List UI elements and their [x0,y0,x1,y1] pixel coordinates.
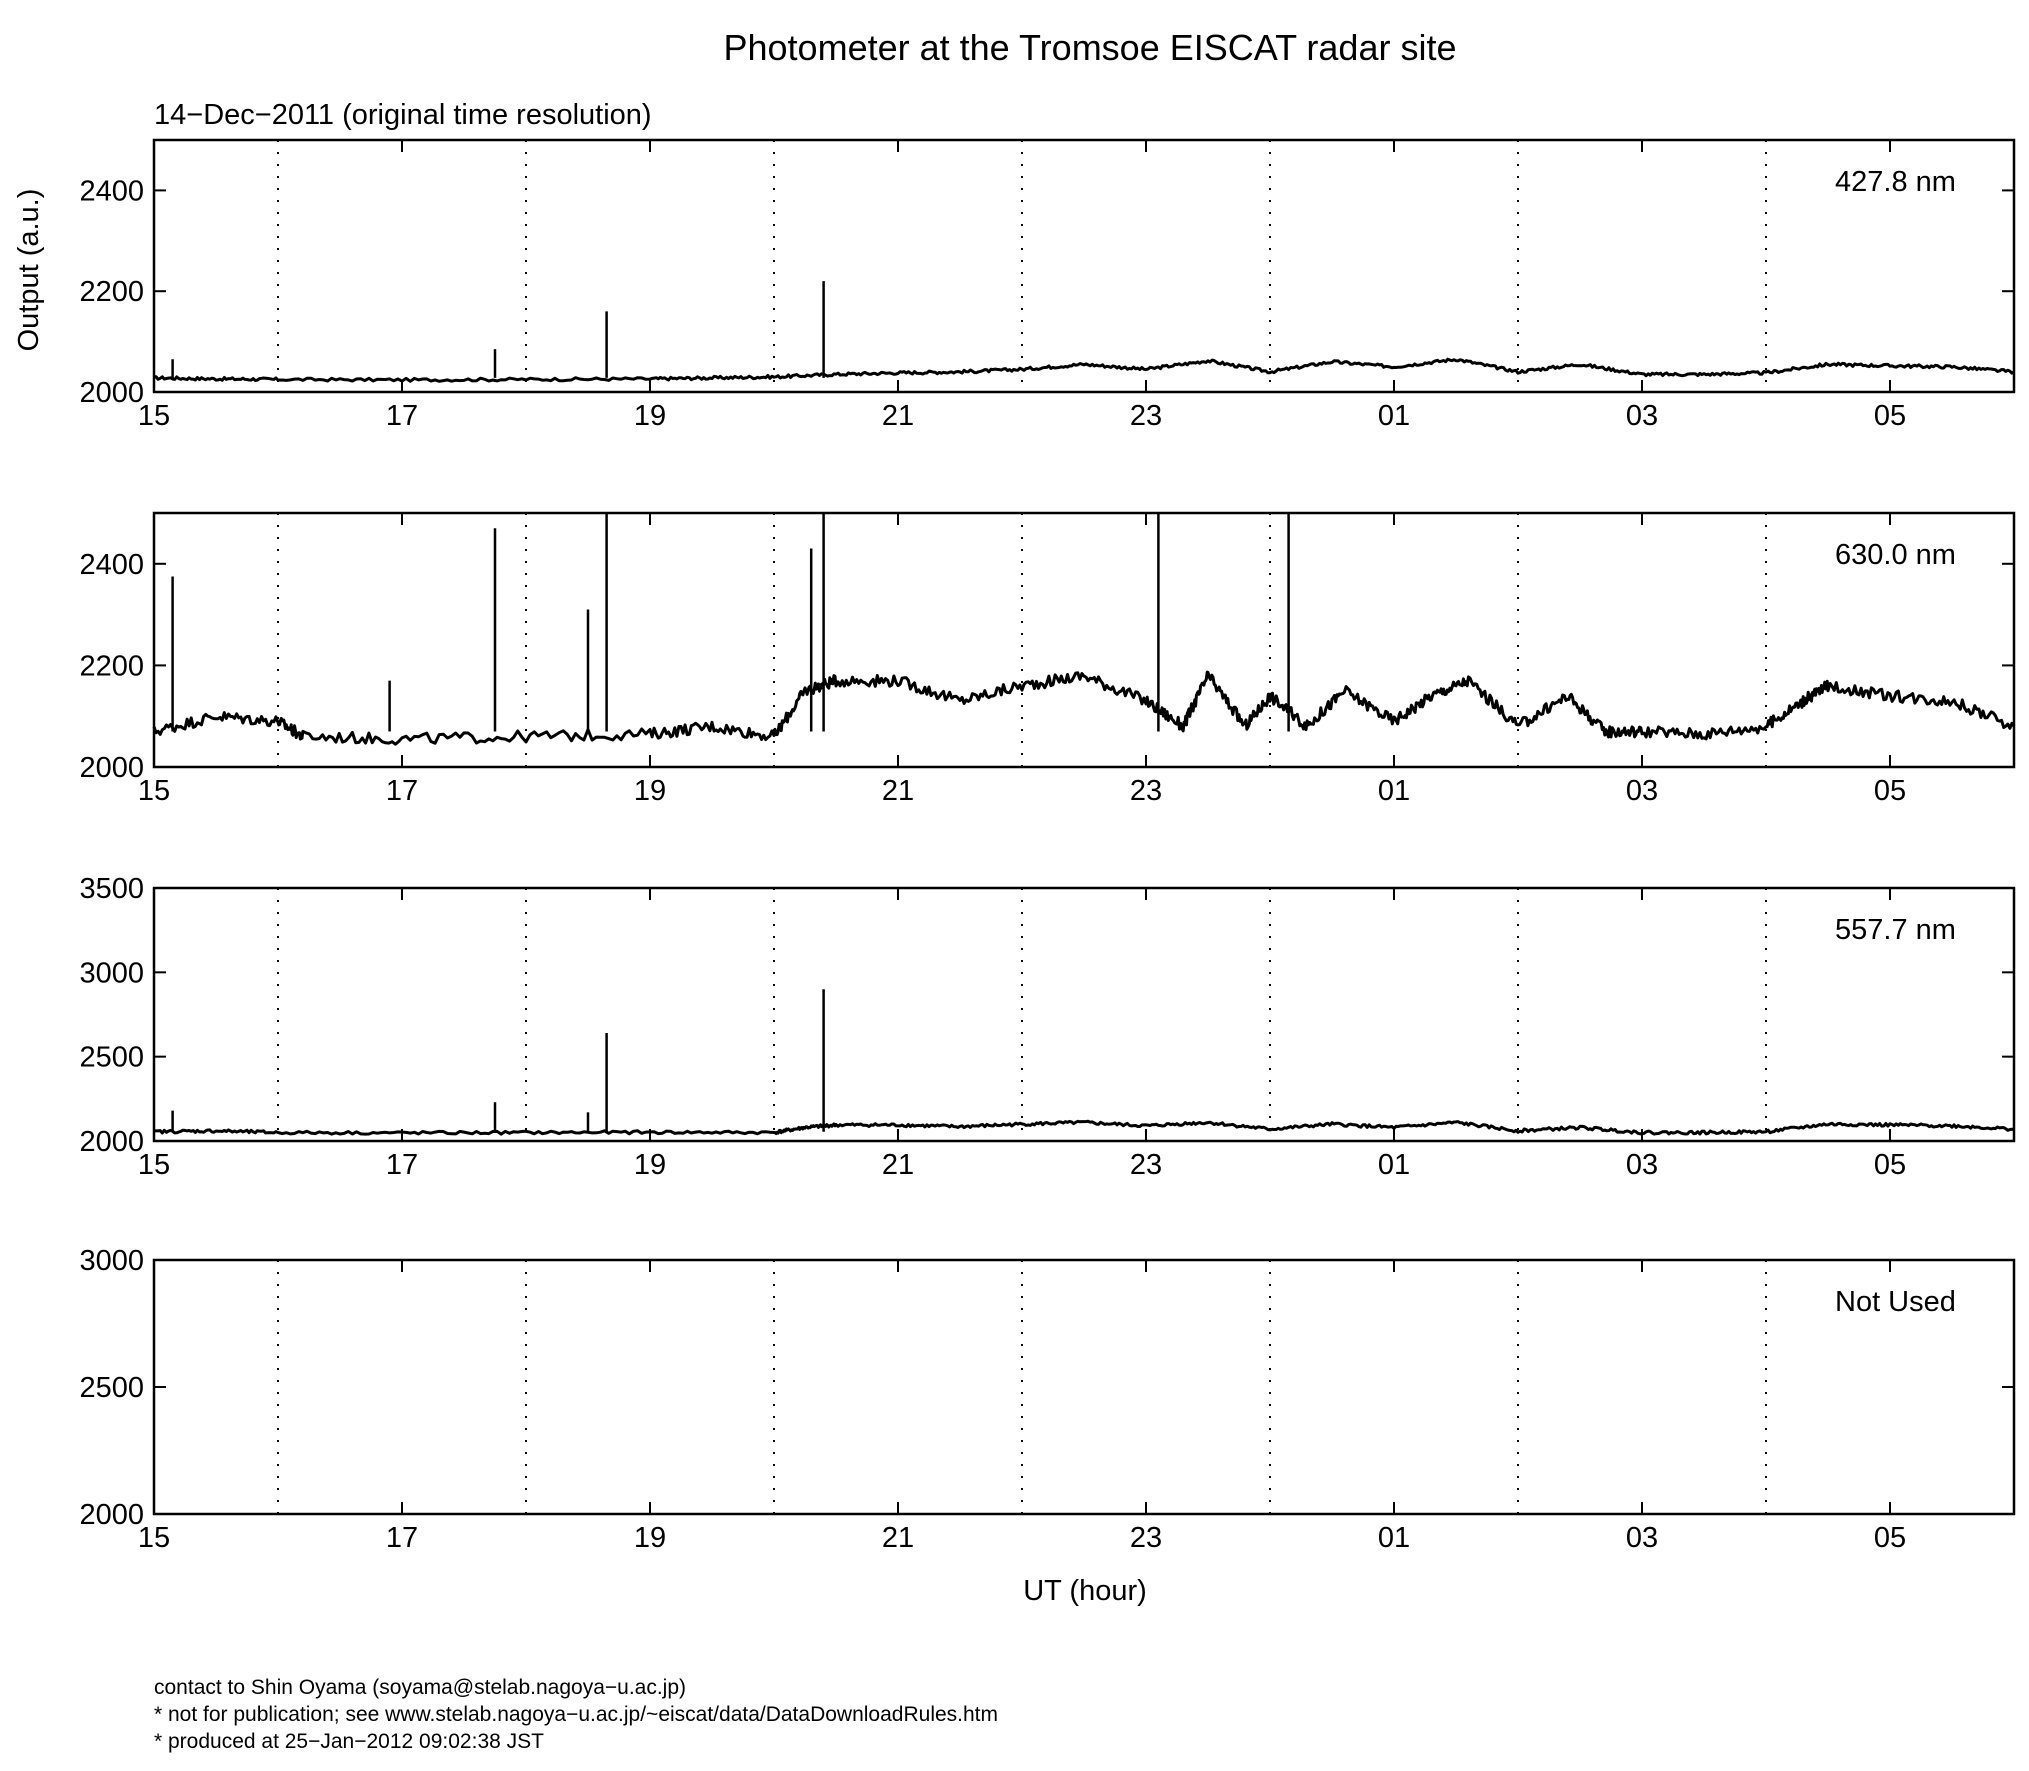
x-tick-label: 23 [1130,775,1162,807]
y-tick-label: 2500 [79,1042,144,1074]
footer-produced: * produced at 25−Jan−2012 09:02:38 JST [154,1730,544,1753]
x-tick-label: 01 [1378,775,1410,807]
y-tick-label: 2200 [79,650,144,682]
x-tick-label: 21 [882,400,914,432]
panel-3: 15 17 19 21 23 01 03 05 2000 2500 3000 3500 557.7 nm [79,873,2016,1181]
y-tick-label: 2200 [79,276,144,308]
figure-subtitle: 14−Dec−2011 (original time resolution) [154,99,652,131]
x-tick-label: 03 [1626,1149,1658,1181]
x-tick-label: 17 [386,400,418,432]
plot-frame [152,1258,2016,1516]
x-tick-label: 21 [882,775,914,807]
x-tick-label: 03 [1626,775,1658,807]
x-tick-label: 03 [1626,400,1658,432]
x-tick-label: 05 [1874,1522,1906,1554]
series-line [153,1119,2015,1136]
x-tick-label: 21 [882,1149,914,1181]
channel-label: Not Used [1835,1286,1956,1318]
series-line [154,357,2015,383]
x-tick-label: 23 [1130,1149,1162,1181]
y-tick-label: 2500 [79,1372,144,1404]
x-tick-label: 05 [1874,400,1906,432]
panel-4: 15 17 19 21 23 01 03 05 2000 2500 3000 Not Used [79,1245,2016,1554]
x-tick-label: 15 [138,1522,170,1554]
panels: 15 17 19 21 23 01 03 05 2000 2200 2400 427.8 nm 15 17… [79,138,2016,1554]
plot-frame [152,886,2016,1143]
x-tick-label: 15 [138,775,170,807]
channel-label: 630.0 nm [1835,539,1956,571]
x-tick-label: 19 [634,775,666,807]
x-tick-label: 19 [634,1149,666,1181]
plot-frame [152,511,2016,769]
y-tick-label: 2000 [79,1126,144,1158]
x-tick-label: 23 [1130,1522,1162,1554]
y-tick-label: 3500 [79,873,144,905]
channel-label: 557.7 nm [1835,914,1956,946]
y-axis-label: Output (a.u.) [13,189,45,352]
footer-contact: contact to Shin Oyama (soyama@stelab.nag… [154,1676,687,1699]
panel-1: 15 17 19 21 23 01 03 05 2000 2200 2400 427.8 nm [79,138,2016,432]
footer-notice: * not for publication; see www.stelab.na… [154,1703,998,1726]
x-tick-label: 05 [1874,1149,1906,1181]
x-tick-label: 01 [1378,1522,1410,1554]
y-tick-label: 3000 [79,1245,144,1277]
x-tick-label: 01 [1378,400,1410,432]
x-tick-label: 17 [386,775,418,807]
x-tick-label: 17 [386,1522,418,1554]
x-axis-label: UT (hour) [1023,1575,1147,1607]
x-tick-label: 03 [1626,1522,1658,1554]
y-tick-label: 2000 [79,1499,144,1531]
y-tick-label: 2000 [79,752,144,784]
y-tick-label: 2400 [79,549,144,581]
x-tick-label: 19 [634,1522,666,1554]
panel-2: 15 17 19 21 23 01 03 05 2000 2200 2400 630.0 nm [79,511,2016,807]
plot-frame [152,138,2016,394]
x-tick-label: 23 [1130,400,1162,432]
figure-title: Photometer at the Tromsoe EISCAT radar s… [724,27,1457,68]
x-tick-label: 21 [882,1522,914,1554]
channel-label: 427.8 nm [1835,166,1956,198]
x-tick-label: 17 [386,1149,418,1181]
x-tick-label: 15 [138,400,170,432]
x-tick-label: 19 [634,400,666,432]
x-tick-label: 05 [1874,775,1906,807]
y-tick-label: 3000 [79,957,144,989]
x-tick-label: 15 [138,1149,170,1181]
y-tick-label: 2400 [79,175,144,207]
x-tick-label: 01 [1378,1149,1410,1181]
y-tick-label: 2000 [79,377,144,409]
series-line [152,670,2016,746]
